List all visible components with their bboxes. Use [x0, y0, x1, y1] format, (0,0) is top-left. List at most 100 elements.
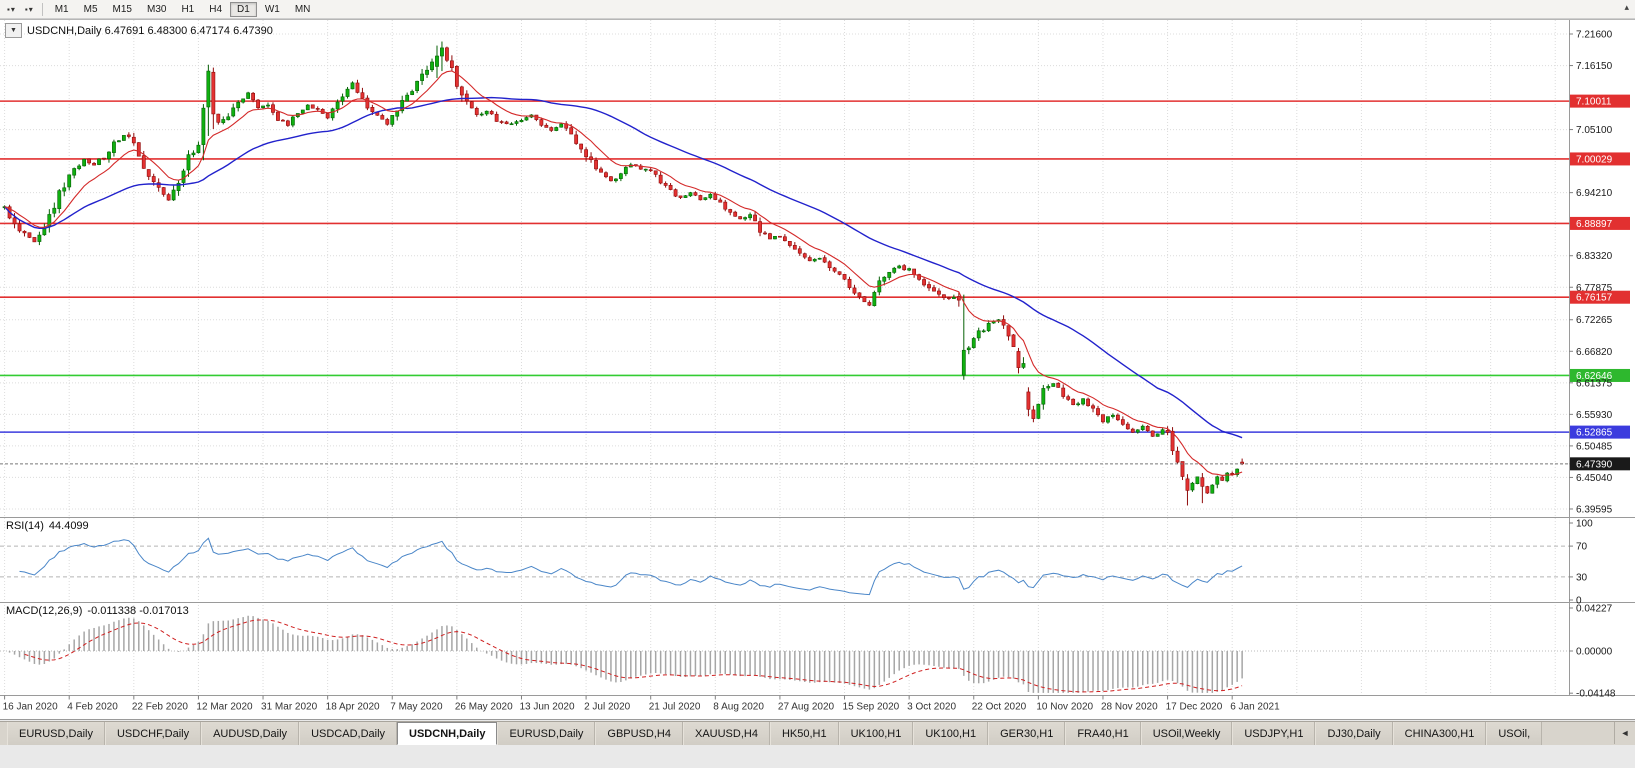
- symbol-tab-8-hk50-h1[interactable]: HK50,H1: [769, 722, 839, 745]
- chevron-down-icon: ▾: [28, 4, 33, 14]
- svg-text:6.88897: 6.88897: [1576, 219, 1613, 230]
- svg-text:22 Feb 2020: 22 Feb 2020: [132, 702, 189, 713]
- symbol-tab-6-gbpusd-h4[interactable]: GBPUSD,H4: [595, 722, 683, 745]
- price-chart-canvas[interactable]: 7.21600 7.16150 7.10011 7.05100 7.00029 6.942…: [0, 20, 1635, 720]
- rsi-label: RSI(14) 44.4099: [6, 520, 89, 532]
- ma-fast-line: [4, 70, 1243, 476]
- symbol-tab-12-fra40-h1[interactable]: FRA40,H1: [1065, 722, 1141, 745]
- svg-text:30: 30: [1576, 572, 1588, 583]
- macd-indicator-name: MACD(12,26,9): [6, 605, 83, 617]
- timeframe-button-m30[interactable]: M30: [140, 2, 173, 17]
- tab-scroll-left-icon[interactable]: ◄: [1614, 722, 1635, 744]
- timeframe-button-mn[interactable]: MN: [288, 2, 318, 17]
- symbol-tab-3-usdcad-daily[interactable]: USDCAD,Daily: [299, 722, 398, 745]
- svg-text:6.72265: 6.72265: [1576, 315, 1613, 326]
- svg-text:6.77875: 6.77875: [1576, 283, 1613, 294]
- svg-text:3 Oct 2020: 3 Oct 2020: [907, 702, 956, 713]
- moving-averages-layer: [4, 70, 1243, 476]
- svg-text:21 Jul 2020: 21 Jul 2020: [649, 702, 701, 713]
- symbol-tab-5-eurusd-daily[interactable]: EURUSD,Daily: [497, 722, 596, 745]
- candles-layer: [2, 41, 1245, 506]
- panel-separators: [0, 20, 1635, 696]
- symbol-tab-16-china300-h1[interactable]: CHINA300,H1: [1392, 722, 1487, 745]
- toolbar-overflow-icon[interactable]: ▴: [1624, 2, 1629, 12]
- timeframe-button-h1[interactable]: H1: [174, 2, 201, 17]
- chart-window: 7.21600 7.16150 7.10011 7.05100 7.00029 6.942…: [0, 19, 1635, 720]
- charts-menu-icon[interactable]: ▪ ▾: [3, 2, 19, 17]
- templates-menu-icon[interactable]: ▪ ▾: [21, 2, 37, 17]
- symbol-tab-0-eurusd-daily[interactable]: EURUSD,Daily: [7, 722, 105, 745]
- timeframe-toolbar: ▪ ▾ ▪ ▾ M1 M5 M15 M30 H1 H4 D1 W1 MN ▴: [0, 0, 1635, 19]
- svg-text:0.00000: 0.00000: [1576, 647, 1613, 658]
- svg-text:100: 100: [1576, 519, 1593, 530]
- svg-text:6.47390: 6.47390: [1576, 459, 1613, 470]
- chart-bullet-icon: ▪: [7, 4, 10, 14]
- svg-text:13 Jun 2020: 13 Jun 2020: [519, 702, 574, 713]
- symbol-tab-4-usdcnh-daily[interactable]: USDCNH,Daily: [397, 722, 498, 745]
- macd-indicator-values: -0.011338 -0.017013: [87, 605, 189, 617]
- timeframe-buttons: M1 M5 M15 M30 H1 H4 D1 W1 MN: [48, 1, 318, 17]
- symbol-tab-17-usoil-[interactable]: USOil,: [1486, 722, 1543, 745]
- price-scale: 7.21600 7.16150 7.10011 7.05100 7.00029 6.942…: [1569, 30, 1630, 700]
- grid-layer: [0, 20, 1569, 696]
- svg-text:-0.04148: -0.04148: [1576, 689, 1616, 700]
- svg-text:2 Jul 2020: 2 Jul 2020: [584, 702, 631, 713]
- svg-text:22 Oct 2020: 22 Oct 2020: [972, 702, 1027, 713]
- symbol-tab-10-uk100-h1[interactable]: UK100,H1: [913, 722, 989, 745]
- svg-text:7.10011: 7.10011: [1576, 97, 1612, 108]
- chart-ohlc-values: 6.47691 6.48300 6.47174 6.47390: [104, 24, 273, 37]
- svg-text:6.50485: 6.50485: [1576, 441, 1613, 452]
- svg-text:6.76157: 6.76157: [1576, 293, 1613, 304]
- timeframe-button-w1[interactable]: W1: [258, 2, 287, 17]
- rsi-line: [19, 537, 1243, 596]
- svg-text:10 Nov 2020: 10 Nov 2020: [1036, 702, 1093, 713]
- rsi-indicator-value: 44.4099: [48, 520, 89, 532]
- chart-symbol: USDCNH,Daily: [27, 24, 102, 37]
- symbol-tab-13-usoil-weekly[interactable]: USOil,Weekly: [1140, 722, 1233, 745]
- symbol-tab-7-xauusd-h4[interactable]: XAUUSD,H4: [682, 722, 770, 745]
- symbol-tab-2-audusd-daily[interactable]: AUDUSD,Daily: [201, 722, 300, 745]
- svg-text:6.52865: 6.52865: [1576, 428, 1613, 439]
- symbol-tab-11-ger30-h1[interactable]: GER30,H1: [988, 722, 1066, 745]
- toolbar-left-icons: ▪ ▾ ▪ ▾: [0, 2, 37, 17]
- timeframe-button-m5[interactable]: M5: [77, 2, 105, 17]
- svg-text:6.45040: 6.45040: [1576, 473, 1613, 484]
- svg-text:6.66820: 6.66820: [1576, 347, 1613, 358]
- chevron-down-icon: ▾: [10, 4, 15, 14]
- svg-text:0: 0: [1576, 596, 1582, 607]
- svg-text:7.21600: 7.21600: [1576, 30, 1613, 41]
- rsi-panel: [0, 537, 1569, 596]
- svg-text:17 Dec 2020: 17 Dec 2020: [1166, 702, 1223, 713]
- svg-text:6.62646: 6.62646: [1576, 371, 1613, 382]
- svg-text:70: 70: [1576, 542, 1588, 553]
- timeframe-button-m1[interactable]: M1: [48, 2, 76, 17]
- level-lines-layer: [0, 100, 1569, 433]
- symbol-tab-1-usdchf-daily[interactable]: USDCHF,Daily: [104, 722, 202, 745]
- timeframe-button-m15[interactable]: M15: [106, 2, 139, 17]
- svg-text:7.16150: 7.16150: [1576, 61, 1613, 72]
- macd-panel: [0, 615, 1569, 693]
- svg-text:6.55930: 6.55930: [1576, 410, 1613, 421]
- svg-text:31 Mar 2020: 31 Mar 2020: [261, 702, 318, 713]
- svg-text:27 Aug 2020: 27 Aug 2020: [778, 702, 835, 713]
- svg-text:6.83320: 6.83320: [1576, 251, 1613, 262]
- svg-text:26 May 2020: 26 May 2020: [455, 702, 513, 713]
- svg-text:4 Feb 2020: 4 Feb 2020: [67, 702, 118, 713]
- svg-text:12 Mar 2020: 12 Mar 2020: [196, 702, 253, 713]
- svg-text:7.00029: 7.00029: [1576, 154, 1613, 165]
- symbol-dropdown-icon[interactable]: ▼: [5, 23, 22, 38]
- svg-text:15 Sep 2020: 15 Sep 2020: [843, 702, 900, 713]
- svg-text:8 Aug 2020: 8 Aug 2020: [713, 702, 764, 713]
- macd-signal-line: [24, 619, 1243, 693]
- symbol-tab-9-uk100-h1[interactable]: UK100,H1: [838, 722, 914, 745]
- symbol-tab-15-dj30-daily[interactable]: DJ30,Daily: [1315, 722, 1393, 745]
- symbol-tab-14-usdjpy-h1[interactable]: USDJPY,H1: [1232, 722, 1316, 745]
- symbol-tab-bar: EURUSD,Daily USDCHF,Daily AUDUSD,Daily USDC…: [0, 721, 1635, 745]
- timeframe-button-d1[interactable]: D1: [230, 1, 257, 17]
- template-bullet-icon: ▪: [24, 4, 28, 14]
- chart-title: ▼ USDCNH,Daily 6.47691 6.48300 6.47174 6…: [5, 23, 273, 38]
- timeframe-button-h4[interactable]: H4: [202, 2, 229, 17]
- svg-text:6.94210: 6.94210: [1576, 188, 1613, 199]
- svg-text:7.05100: 7.05100: [1576, 125, 1613, 136]
